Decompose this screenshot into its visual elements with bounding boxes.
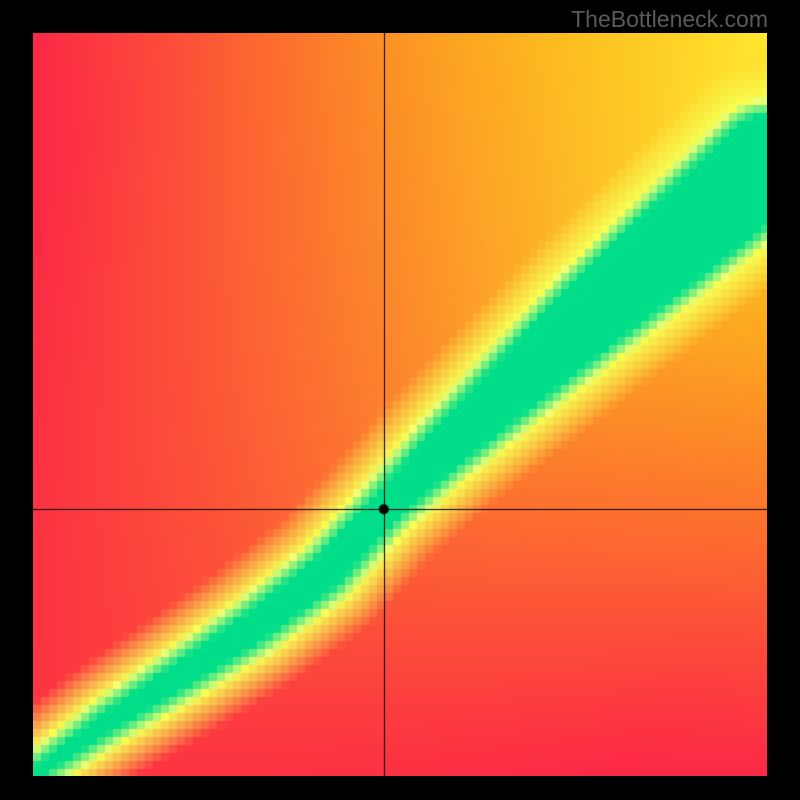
bottleneck-heatmap xyxy=(33,33,767,776)
watermark-text: TheBottleneck.com xyxy=(571,6,768,33)
